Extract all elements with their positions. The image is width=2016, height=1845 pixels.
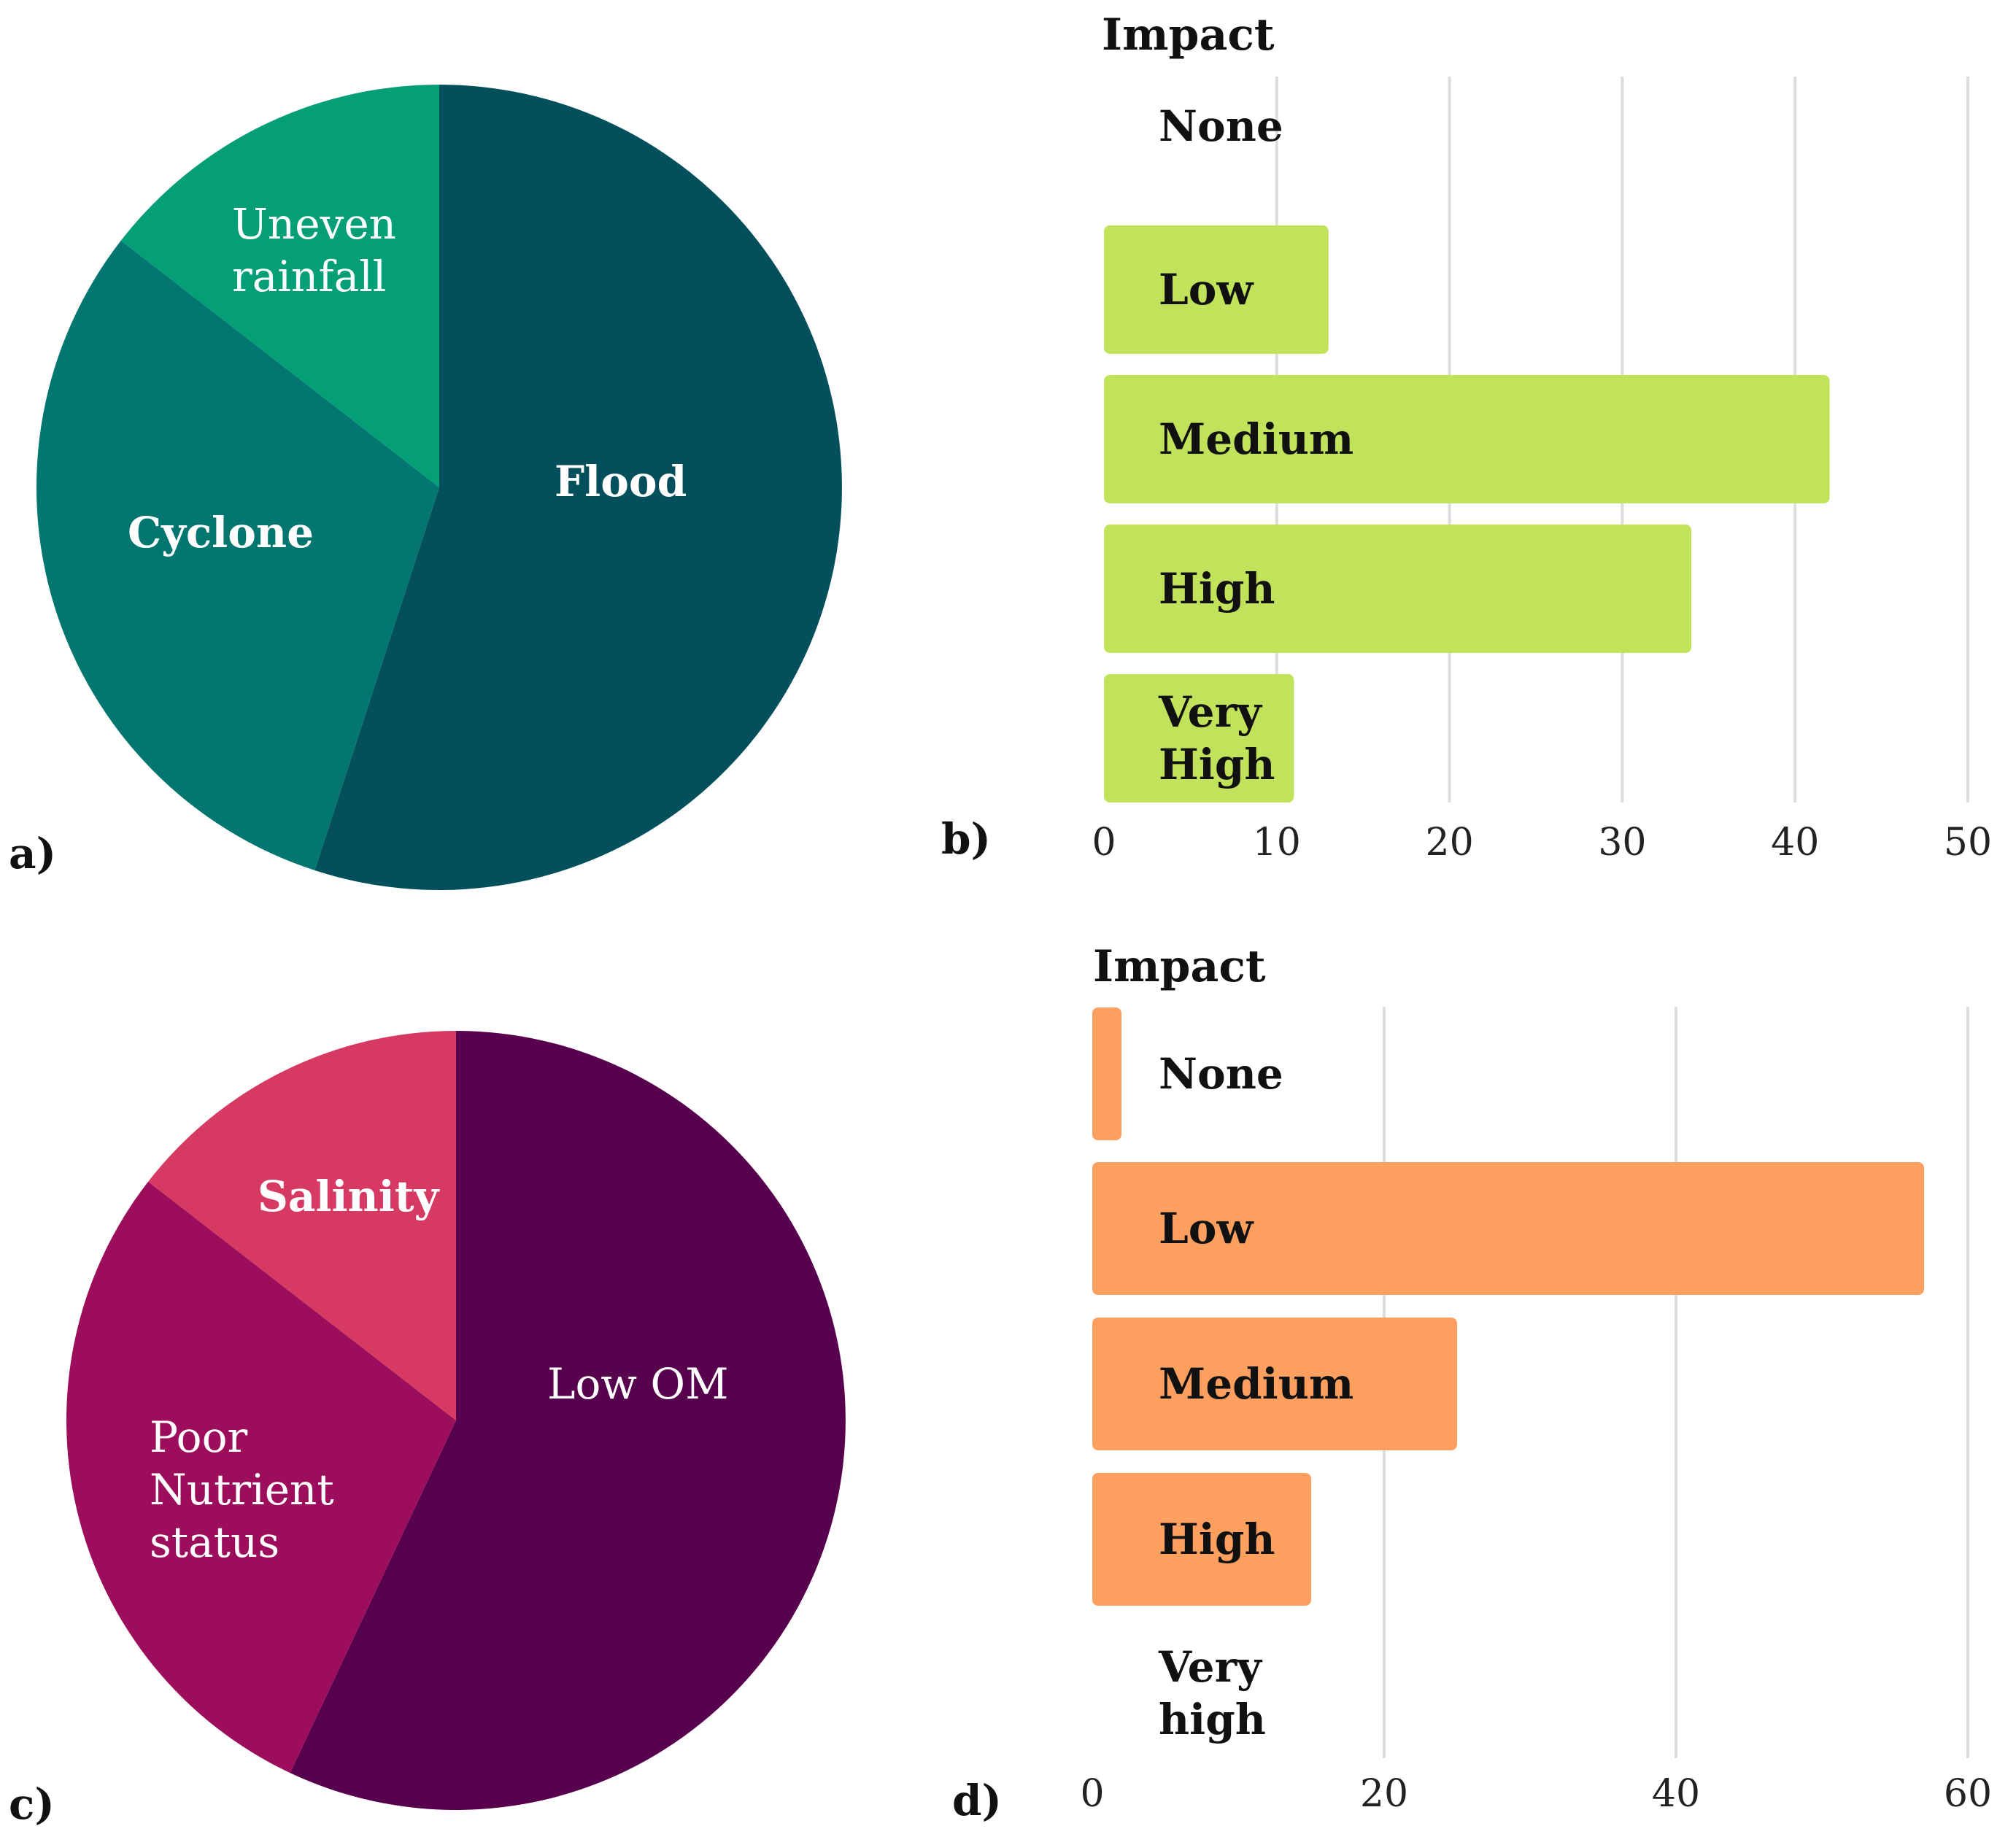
bar-high bbox=[1104, 525, 1692, 653]
y-axis-title: Impact bbox=[1093, 941, 1266, 992]
slice-label-salinity: Salinity bbox=[258, 1172, 441, 1221]
slice-label-uneven-rainfall-line: Uneven bbox=[232, 199, 396, 249]
category-label-none: None bbox=[1159, 101, 1283, 151]
slice-label-uneven-rainfall: Uneven rainfall bbox=[232, 199, 396, 301]
category-label-low: Low bbox=[1159, 265, 1254, 314]
bar-medium bbox=[1092, 1318, 1457, 1450]
panel-label: c) bbox=[9, 1779, 55, 1829]
category-label-very-high-line: Very bbox=[1158, 1642, 1263, 1692]
pie-slice-uneven-rainfall bbox=[120, 85, 440, 487]
category-label-none-line: None bbox=[1159, 1049, 1283, 1099]
panel-label: d) bbox=[952, 1776, 1002, 1825]
category-label-high: High bbox=[1159, 1515, 1275, 1564]
x-tick-label: 0 bbox=[1080, 1772, 1104, 1816]
category-label-very-high: Very High bbox=[1158, 687, 1275, 789]
category-label-medium: Medium bbox=[1159, 1359, 1353, 1409]
pie-chart-a: Flood Cyclone Uneven rainfall a) bbox=[9, 85, 842, 890]
bar-chart-d: None Low Medium High Very high 0 20 40 60 Impact d) bbox=[952, 941, 1992, 1825]
pie-slice-salinity bbox=[148, 1031, 456, 1420]
slice-label-cyclone: Cyclone bbox=[128, 508, 314, 557]
x-tick-label: 20 bbox=[1426, 821, 1474, 865]
category-label-medium-line: Medium bbox=[1159, 1359, 1353, 1409]
pie-chart-c: Low OM Poor Nutrient status Salinity c) bbox=[9, 1031, 846, 1829]
bar-low bbox=[1104, 225, 1329, 354]
x-tick-label: 40 bbox=[1652, 1772, 1700, 1816]
x-tick-label: 10 bbox=[1253, 821, 1301, 865]
slice-label-poor-nutrient-status: Poor Nutrient status bbox=[150, 1412, 334, 1567]
category-label-low-line: Low bbox=[1159, 265, 1254, 314]
x-tick-label: 0 bbox=[1092, 821, 1116, 865]
slice-label-poor-nutrient-status-line: Nutrient bbox=[150, 1465, 334, 1515]
x-tick-label: 20 bbox=[1360, 1772, 1408, 1816]
pie-slice-low-om bbox=[290, 1031, 846, 1810]
pie-slice-poor-nutrient-status bbox=[66, 1181, 456, 1774]
pie-slice-flood bbox=[314, 85, 842, 890]
category-label-low: Low bbox=[1159, 1204, 1254, 1253]
category-label-very-high-line: Very bbox=[1158, 687, 1263, 737]
category-label-none: None bbox=[1159, 1049, 1283, 1099]
category-label-low-line: Low bbox=[1159, 1204, 1254, 1253]
y-axis-title: Impact bbox=[1102, 9, 1275, 61]
x-tick-label: 40 bbox=[1771, 821, 1819, 865]
category-label-very-high-line: high bbox=[1159, 1695, 1266, 1744]
category-label-high-line: High bbox=[1159, 564, 1275, 614]
panel-label: b) bbox=[941, 814, 991, 864]
category-label-high: High bbox=[1159, 564, 1275, 614]
category-label-medium: Medium bbox=[1159, 414, 1353, 464]
slice-label-salinity-line: Salinity bbox=[258, 1172, 441, 1221]
x-tick-label: 50 bbox=[1944, 821, 1992, 865]
bar-high bbox=[1092, 1473, 1311, 1606]
slice-label-poor-nutrient-status-line: Poor bbox=[150, 1412, 248, 1462]
category-label-high-line: High bbox=[1159, 1515, 1275, 1564]
slice-label-poor-nutrient-status-line: status bbox=[150, 1517, 279, 1567]
category-label-medium-line: Medium bbox=[1159, 414, 1353, 464]
category-label-very-high-line: High bbox=[1159, 740, 1275, 789]
panel-label: a) bbox=[9, 829, 56, 878]
bar-low bbox=[1092, 1162, 1924, 1295]
x-tick-label: 30 bbox=[1598, 821, 1646, 865]
bar-none bbox=[1092, 1007, 1121, 1140]
slice-label-flood-line: Flood bbox=[555, 457, 687, 506]
category-label-very-high: Very high bbox=[1158, 1642, 1266, 1744]
pie-slice-cyclone bbox=[36, 240, 440, 870]
slice-label-low-om-line: Low OM bbox=[547, 1359, 728, 1409]
bar-medium bbox=[1104, 375, 1830, 503]
slice-label-cyclone-line: Cyclone bbox=[128, 508, 314, 557]
slice-label-uneven-rainfall-line: rainfall bbox=[232, 252, 386, 301]
slice-label-flood: Flood bbox=[555, 457, 687, 506]
slice-label-low-om: Low OM bbox=[547, 1359, 728, 1409]
x-tick-label: 60 bbox=[1944, 1772, 1992, 1816]
category-label-none-line: None bbox=[1159, 101, 1283, 151]
bar-very-high bbox=[1104, 674, 1294, 802]
